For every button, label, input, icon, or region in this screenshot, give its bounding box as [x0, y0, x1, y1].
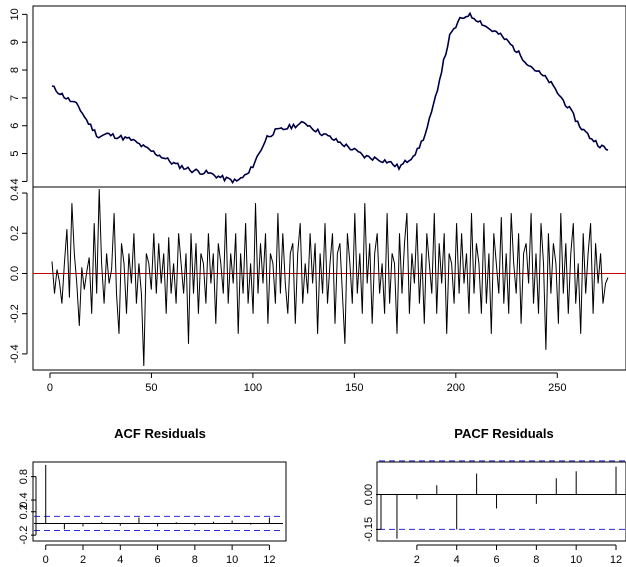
- acf-y-tick-label: 0.8: [18, 469, 30, 484]
- acf-x-tick-label: 12: [263, 554, 275, 566]
- acf-title: ACF Residuals: [114, 426, 206, 441]
- acf-x-tick-label: 4: [117, 554, 123, 566]
- pacf-y-tick-label: 0.00: [363, 484, 375, 505]
- residuals-x-tick-label: 200: [447, 382, 465, 394]
- residuals-x-tick-label: 0: [47, 382, 53, 394]
- residuals-y-tick-label: 0.4: [9, 185, 21, 200]
- residuals-y-tick-label: 0.2: [9, 226, 21, 241]
- series-y-tick-label: 6: [9, 123, 21, 129]
- acf-x-tick-label: 0: [43, 554, 49, 566]
- series-y-tick-label: 8: [9, 67, 21, 73]
- residuals-y-tick-label: 0.0: [9, 266, 21, 281]
- series-y-tick-label: 10: [9, 8, 21, 20]
- acf-x-tick-label: 2: [80, 554, 86, 566]
- pacf-x-tick-label: 12: [610, 554, 622, 566]
- pacf-y-tick-label: -0.15: [363, 517, 375, 542]
- acf-x-tick-label: 6: [155, 554, 161, 566]
- pacf-x-tick-label: 8: [533, 554, 539, 566]
- pacf-title: PACF Residuals: [454, 426, 553, 441]
- pacf-x-tick-label: 6: [493, 554, 499, 566]
- pacf-x-tick-label: 2: [414, 554, 420, 566]
- residuals-x-tick-label: 250: [548, 382, 566, 394]
- acf-x-tick-label: 8: [192, 554, 198, 566]
- series-y-tick-label: 7: [9, 95, 21, 101]
- residuals-x-tick-label: 100: [244, 382, 262, 394]
- pacf-x-tick-label: 4: [454, 554, 460, 566]
- residuals-x-tick-label: 50: [145, 382, 157, 394]
- residuals-y-tick-label: -0.2: [9, 304, 21, 323]
- acf-y-tick-label: -0.2: [18, 526, 30, 545]
- acf-y-tick-label: 0.4: [18, 492, 30, 507]
- acf-x-tick-label: 10: [226, 554, 238, 566]
- residuals-x-tick-label: 150: [345, 382, 363, 394]
- series-y-tick-label: 4: [9, 178, 21, 184]
- pacf-x-tick-label: 10: [570, 554, 582, 566]
- series-y-tick-label: 9: [9, 39, 21, 45]
- residuals-y-tick-label: -0.4: [9, 344, 21, 363]
- series-y-tick-label: 5: [9, 151, 21, 157]
